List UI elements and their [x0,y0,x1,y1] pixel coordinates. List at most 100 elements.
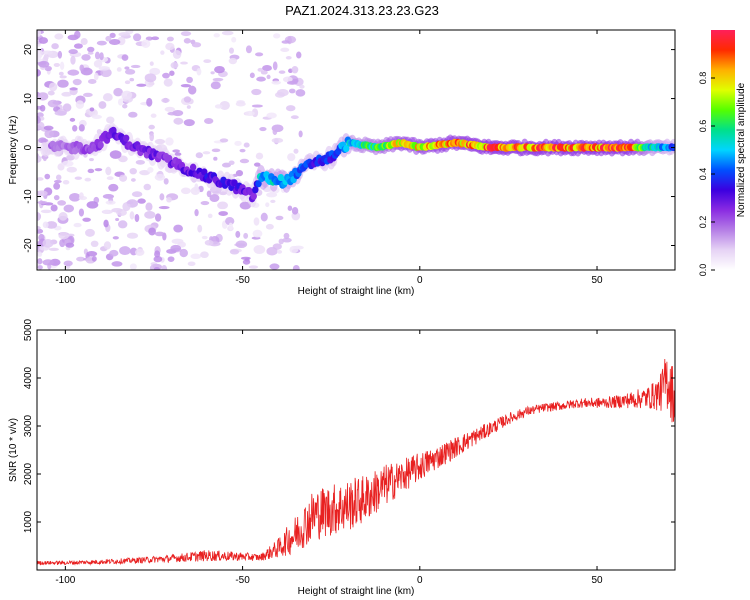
spectrogram-noise-blob [195,152,203,159]
spectrogram-x-tick-label: 50 [591,275,603,286]
spectrogram-noise-blob [91,114,102,119]
spectrogram-noise-blob [40,138,49,143]
spectrogram-noise-blob [281,40,290,44]
spectrogram-noise-blob [74,176,83,180]
spectrogram-noise-blob [186,76,193,84]
spectrogram-noise-blob [117,98,124,106]
spectrogram-noise-blob [78,124,85,132]
spectrogram-noise-blob [37,116,41,124]
spectrogram-noise-blob [105,166,112,176]
spectrogram-noise-blob [253,245,266,254]
spectrogram-noise-blob [202,151,211,155]
spectrogram-noise-blob [124,69,136,75]
spectrogram-noise-blob [124,66,130,70]
spectrogram-noise-blob [229,249,240,255]
spectrogram-noise-blob [186,105,191,109]
spectrogram-noise-blob [119,174,128,182]
spectrogram-noise-blob [70,55,76,65]
spectrogram-noise-blob [154,250,161,258]
spectrogram-noise-blob [235,230,241,238]
snr-series-line [37,358,675,566]
spectrogram-noise-blob [159,193,165,201]
spectrogram-noise-blob [183,96,192,103]
spectrogram-noise-blob [160,50,165,55]
spectrogram-noise-blob [162,72,170,79]
spectrogram-noise-blob [288,88,296,94]
spectrogram-noise-blob [53,194,60,201]
spectrogram-noise-blob [167,111,177,116]
spectrogram-noise-blob [243,232,249,239]
spectrogram-noise-blob [66,166,78,173]
spectrogram-noise-blob [131,191,143,198]
spectrogram-noise-blob [37,121,45,130]
spectrogram-noise-blob [37,143,41,147]
spectrogram-noise-blob [44,173,51,180]
spectrogram-noise-blob [173,224,183,233]
spectrogram-noise-blob [57,50,63,59]
spectrogram-noise-blob [37,92,49,101]
spectrogram-noise-blob [57,79,69,88]
snr-frame [36,329,676,571]
snr-panel: -100 -50 0 50 1000 2000 3000 4000 5000 Height o… [8,318,676,597]
spectrogram-noise-blob [219,138,229,143]
spectrogram-noise-blob [121,90,133,100]
spectrogram-noise-blob [111,261,123,267]
spectrogram-noise-blob [87,168,95,174]
spectrogram-noise-blob [130,178,136,182]
spectrogram-noise-blob [83,92,93,98]
spectrogram-noise-blob [122,103,128,109]
spectrogram-noise-blob [61,160,74,167]
spectrogram-noise-blob [53,182,61,190]
spectrogram-noise-blob [299,84,305,89]
spectrogram-noise-blob [164,106,175,112]
spectrogram-noise-blob [204,239,214,246]
spectrogram-noise-blob [76,256,85,262]
spectrogram-noise-blob [206,190,212,198]
spectrogram-noise-blob [200,251,209,259]
spectrogram-noise-blob [235,240,248,249]
spectrogram-noise-blob [153,267,160,270]
spectrogram-noise-blob [278,70,286,74]
spectrogram-noise-blob [213,156,218,161]
spectrogram-noise-blob [75,100,85,109]
spectrogram-noise-blob [174,152,182,157]
spectrogram-noise-blob [117,220,128,229]
spectrogram-noise-blob [69,87,78,91]
snr-y-ticks: 1000 2000 3000 4000 5000 [23,318,675,533]
spectrogram-noise-blob [87,51,94,55]
spectrogram-noise-blob [62,103,72,112]
spectrogram-noise-blob [146,97,153,107]
spectrogram-noise-blob [148,227,156,236]
colorbar-ticks: 0.0 0.2 0.4 0.6 0.8 [698,72,715,276]
spectrogram-noise-blob [111,207,123,213]
spectrogram-y-tick-label: -20 [23,238,34,253]
spectrogram-noise-blob [149,61,154,66]
spectrogram-noise-blob [183,119,195,127]
spectrogram-noise-blob [130,64,141,69]
colorbar: 0.0 0.2 0.4 0.6 0.8 Normalized spectral ampl… [698,30,747,276]
spectrogram-noise-blob [266,112,277,119]
spectrogram-noise-blob [85,228,95,237]
spectrogram-noise-blob [129,77,135,82]
spectrogram-noise-blob [126,200,134,205]
spectrogram-noise-blob [105,200,116,205]
spectrogram-noise-blob [255,52,264,57]
snr-y-tick-label: 1000 [23,510,34,533]
spectrogram-noise-blob [204,117,214,124]
spectrogram-noise-blob [194,209,199,217]
spectrogram-noise-blob [287,153,296,162]
spectrogram-noise-blob [41,50,54,55]
spectrogram-noise-blob [103,219,109,228]
spectrogram-noise-blob [180,61,188,65]
spectrogram-noise-blob [214,65,225,74]
spectrogram-noise-blob [269,263,280,270]
spectrogram-noise-blob [73,222,82,228]
spectrogram-marks [37,30,675,270]
spectrogram-noise-blob [37,212,42,221]
snr-x-tick-label: 50 [591,575,603,586]
colorbar-label: Normalized spectral amplitude [736,82,747,217]
spectrogram-noise-blob [145,36,154,41]
spectrogram-noise-blob [265,202,270,208]
spectrogram-noise-blob [151,36,160,41]
spectrogram-noise-blob [37,225,41,230]
